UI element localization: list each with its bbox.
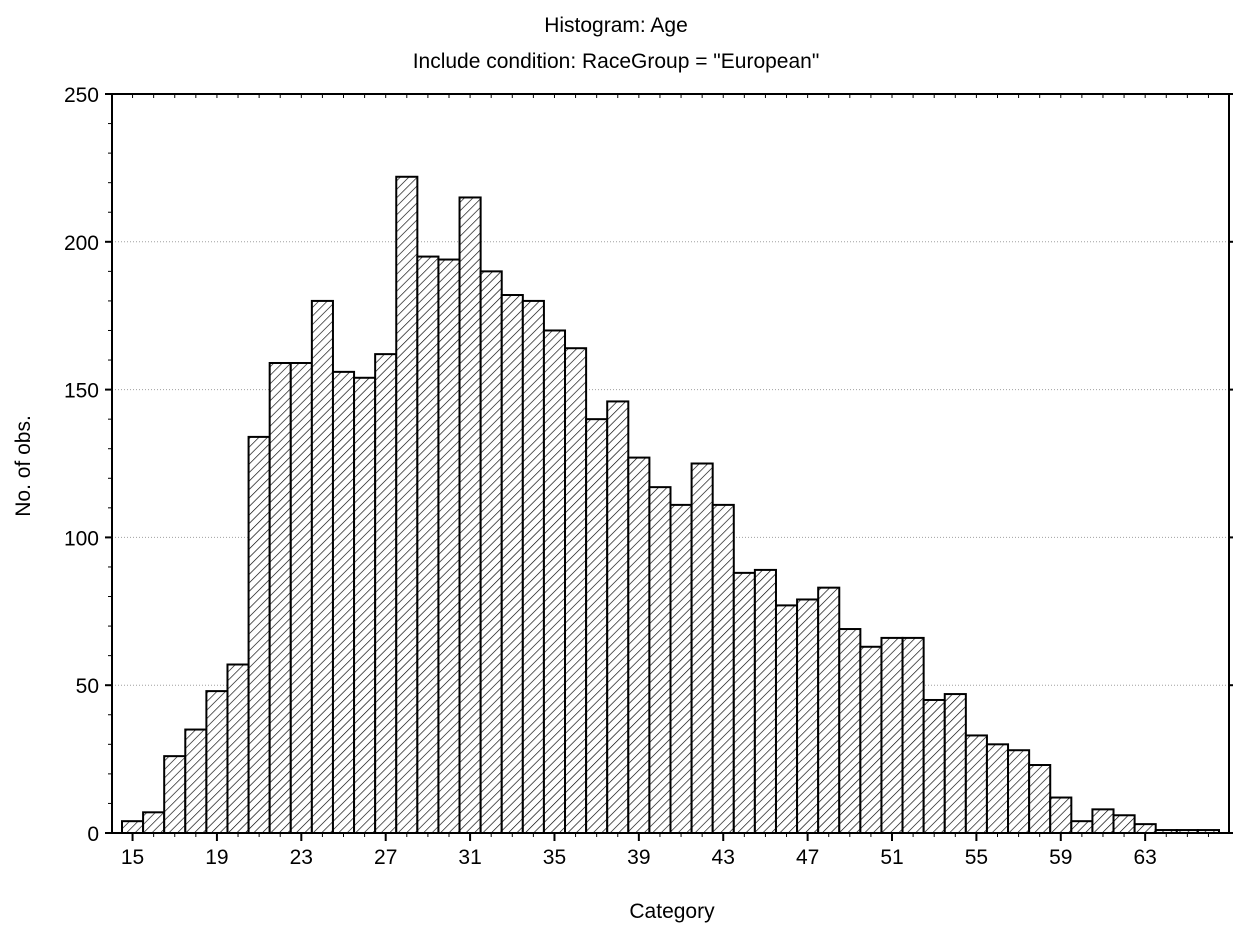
x-tick-label: 51 (880, 846, 903, 869)
histogram-bar (585, 418, 609, 834)
x-tick-label: 15 (121, 846, 144, 869)
histogram-bar (184, 728, 208, 834)
histogram-bar (1112, 814, 1136, 834)
histogram-bar (774, 604, 799, 834)
histogram-bar (922, 698, 946, 834)
x-tick-label: 43 (712, 846, 735, 869)
histogram-bar (606, 400, 630, 834)
histogram-bar (1049, 796, 1073, 835)
x-tick-label: 55 (965, 846, 988, 869)
histogram-bar (500, 294, 524, 834)
y-tick-label: 150 (64, 380, 99, 403)
histogram-bar (711, 503, 735, 834)
histogram-bar (732, 571, 756, 834)
histogram-bar (247, 435, 271, 834)
y-axis-label: No. of obs. (12, 415, 35, 517)
histogram-bar (205, 690, 229, 834)
histogram-bar (648, 486, 672, 834)
x-tick-label: 27 (374, 846, 397, 869)
histogram-bar (838, 628, 862, 835)
histogram-bar (690, 462, 714, 834)
histogram-bar (985, 743, 1010, 835)
histogram-bar (395, 175, 419, 834)
histogram-bar (817, 586, 841, 834)
histogram-bar (521, 299, 545, 835)
histogram-bar (627, 456, 651, 834)
x-tick-label: 63 (1133, 846, 1156, 869)
histogram-bar (943, 693, 967, 834)
x-tick-label: 35 (543, 846, 566, 869)
histogram-bar (901, 636, 925, 834)
histogram-bar (142, 811, 166, 834)
x-tick-label: 31 (458, 846, 481, 869)
histogram-bar (458, 196, 482, 834)
x-axis-label: Category (629, 900, 715, 923)
histogram-bar (1028, 764, 1052, 835)
histogram-bar (753, 568, 777, 835)
histogram-bar (374, 353, 398, 834)
histogram-bar (331, 370, 356, 834)
histogram-bar (121, 820, 145, 835)
histogram-bar (310, 299, 334, 835)
histogram-bar (353, 376, 377, 834)
plot-frame (111, 93, 1230, 834)
histogram-bar (564, 347, 588, 834)
histogram-bar (1091, 808, 1115, 834)
x-tick-label: 23 (290, 846, 313, 869)
histogram-bar (1070, 820, 1094, 835)
x-tick-label: 47 (796, 846, 819, 869)
histogram-bar (416, 255, 440, 834)
bars (121, 175, 1220, 835)
x-tick-label: 19 (205, 846, 228, 869)
histogram-bar (669, 503, 693, 834)
histogram-bar (964, 734, 988, 835)
histogram-bar (542, 329, 567, 834)
histogram-bar (226, 663, 250, 834)
histogram-bar (479, 270, 503, 834)
y-tick-label: 0 (87, 823, 99, 846)
histogram-bar (163, 755, 187, 834)
x-tick-label: 59 (1049, 846, 1072, 869)
y-tick-label: 100 (64, 527, 99, 550)
x-tick-label: 39 (627, 846, 650, 869)
chart-subtitle: Include condition: RaceGroup = "European… (413, 50, 820, 73)
histogram-bar (289, 361, 313, 834)
y-tick-label: 50 (76, 675, 99, 698)
y-tick-label: 200 (64, 232, 99, 255)
y-tick-label: 250 (64, 84, 99, 107)
histogram-bar (1007, 749, 1031, 834)
histogram-bar (796, 598, 820, 835)
chart-title: Histogram: Age (544, 14, 688, 37)
histogram-bar (880, 636, 904, 834)
histogram-bar (859, 645, 883, 834)
histogram-bar (437, 258, 461, 834)
histogram-bar (268, 361, 292, 834)
histogram-bar (1133, 823, 1157, 835)
